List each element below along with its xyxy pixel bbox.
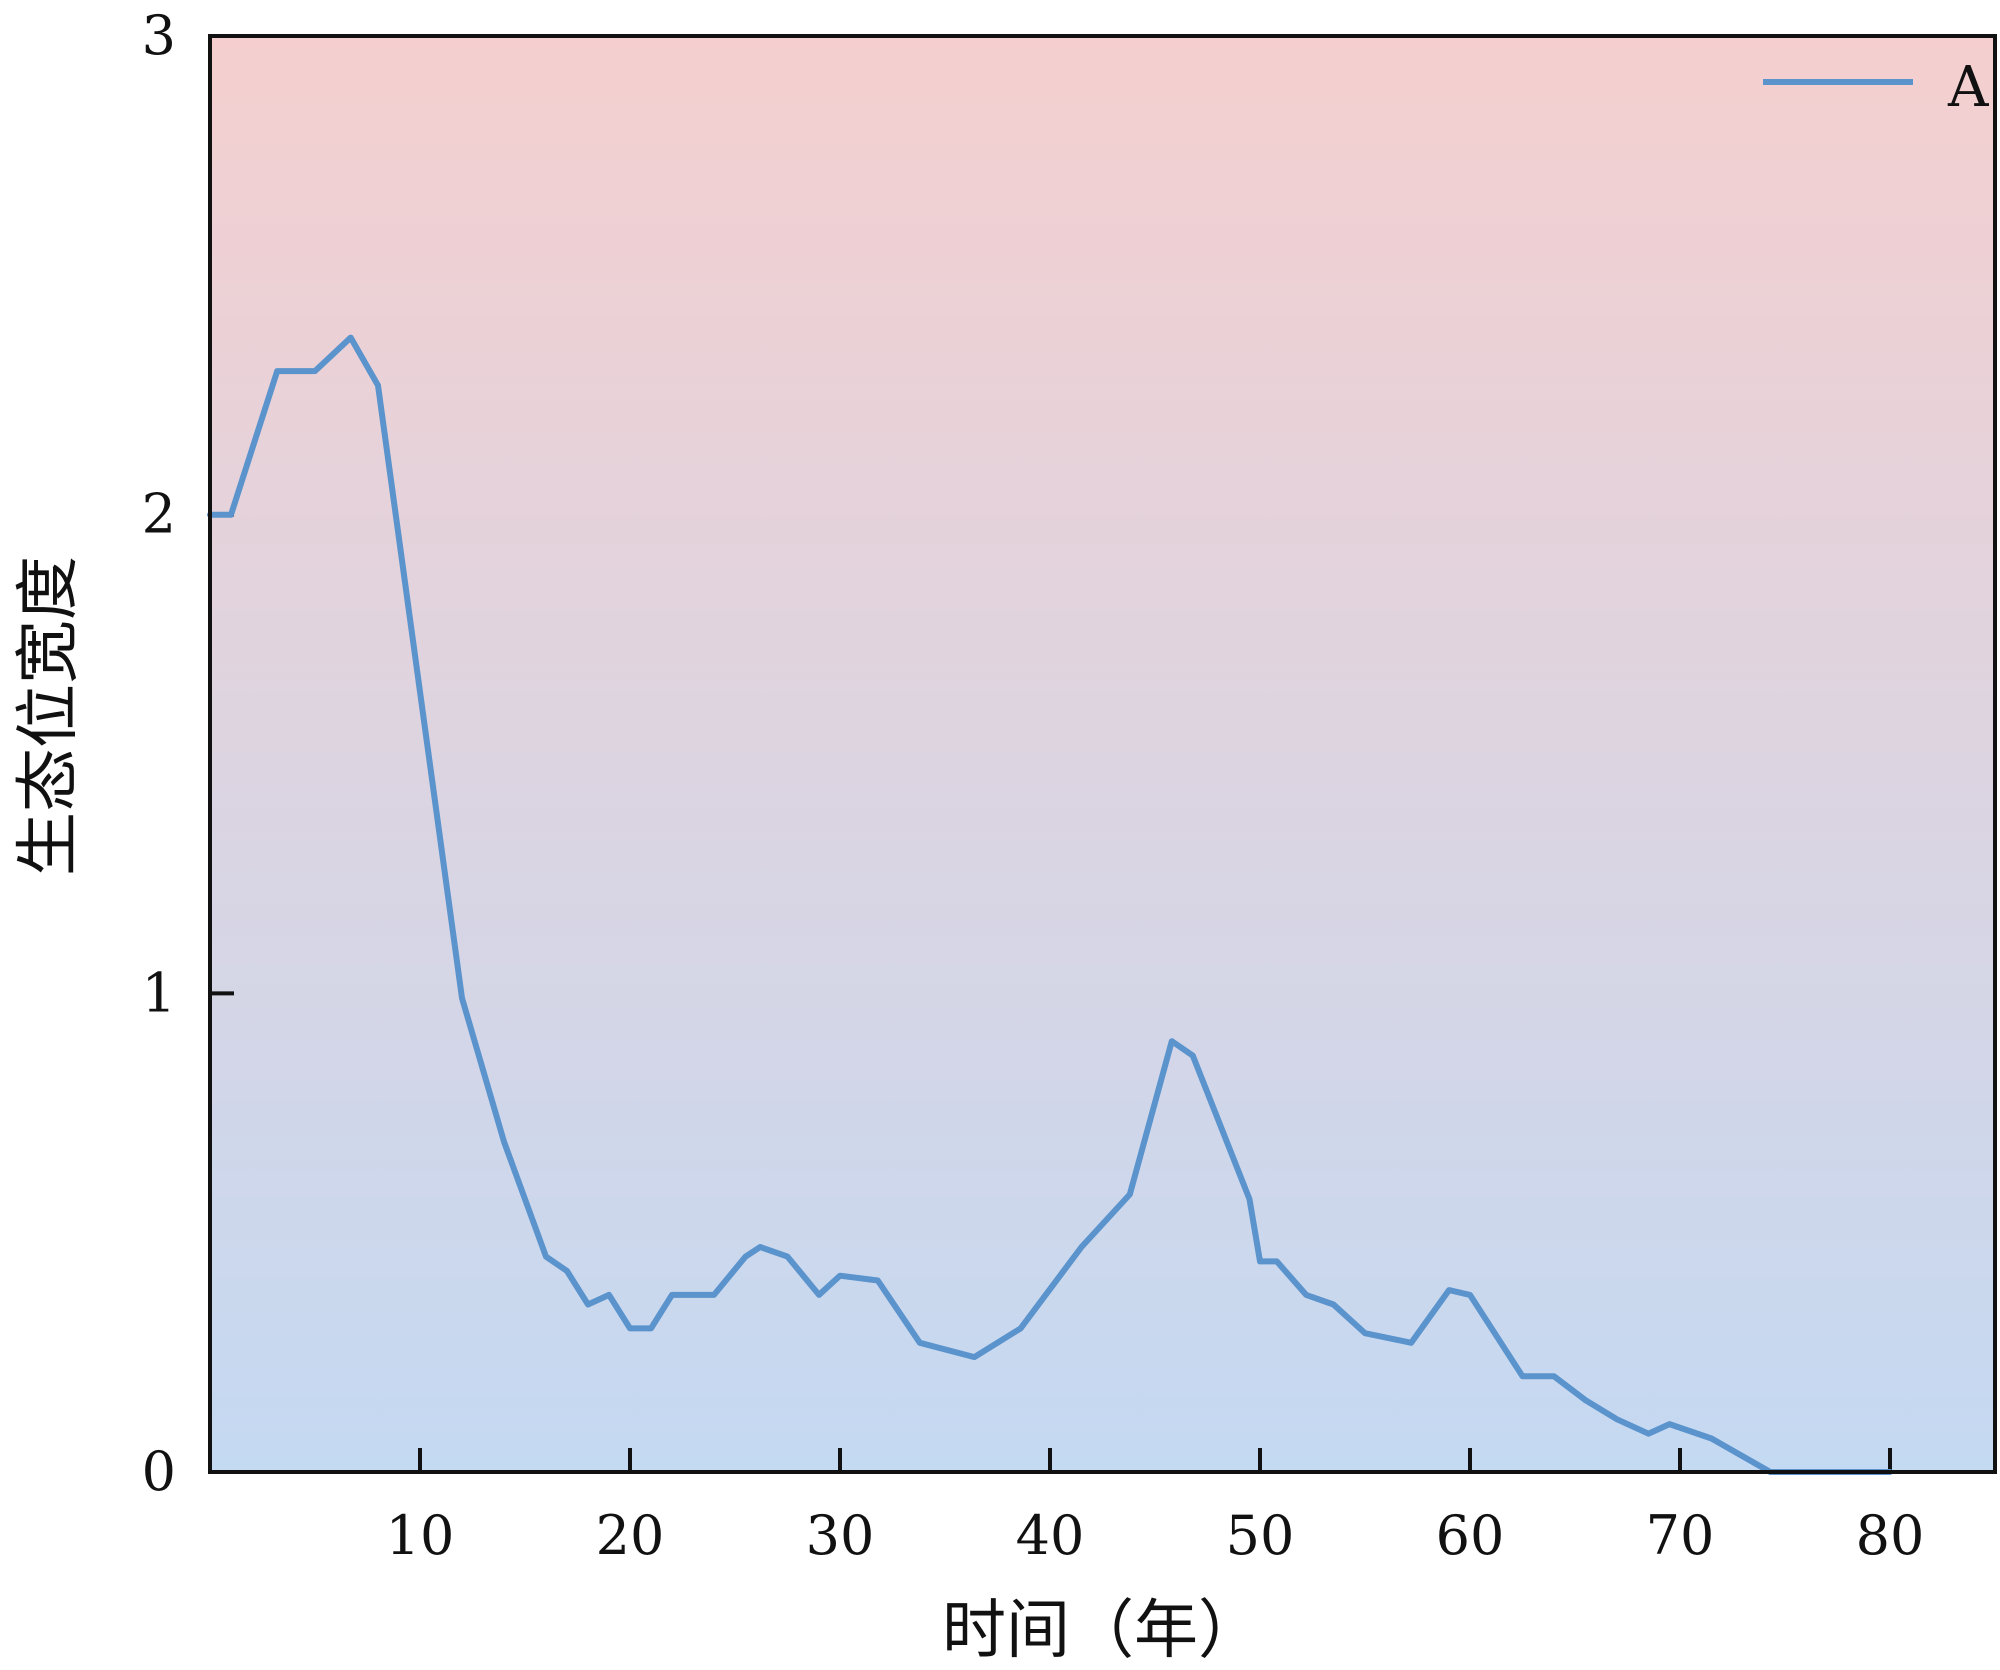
x-axis-title: 时间（年） bbox=[942, 1594, 1262, 1668]
x-tick-label: 30 bbox=[806, 1504, 875, 1567]
y-tick-label: 3 bbox=[142, 4, 176, 67]
y-tick-label: 1 bbox=[142, 961, 176, 1024]
series-layer bbox=[207, 334, 1893, 1475]
y-tick-label: 0 bbox=[142, 1440, 176, 1503]
plot-frame bbox=[208, 34, 1997, 1474]
series-line-a bbox=[207, 334, 1893, 1475]
legend-label-a: A bbox=[1947, 55, 1989, 120]
x-tick-label: 70 bbox=[1646, 1504, 1715, 1567]
y-tick-label: 2 bbox=[142, 483, 176, 546]
x-tick-label: 40 bbox=[1016, 1504, 1085, 1567]
plot-background bbox=[210, 36, 1995, 1472]
x-tick-label: 20 bbox=[596, 1504, 665, 1567]
y-axis-title: 生态位宽度 bbox=[12, 556, 86, 876]
legend: A bbox=[1763, 55, 1989, 120]
x-tick-label: 80 bbox=[1856, 1504, 1925, 1567]
axis-ticks: 10 20 30 40 50 60 70 80 0 1 2 3 bbox=[142, 4, 1925, 1567]
x-tick-label: 10 bbox=[386, 1504, 455, 1567]
x-tick-label: 60 bbox=[1436, 1504, 1505, 1567]
x-tick-label: 50 bbox=[1226, 1504, 1295, 1567]
